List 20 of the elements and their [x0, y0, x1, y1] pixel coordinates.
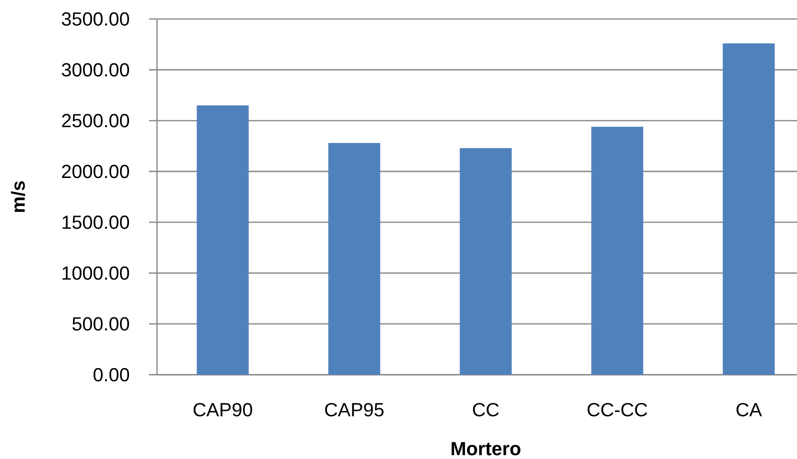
y-tick-label: 1000.00 — [62, 266, 130, 280]
y-tick-label: 3000.00 — [62, 63, 130, 77]
y-axis-title: m/s — [10, 181, 26, 212]
bar — [460, 148, 512, 375]
y-tick-label: 3500.00 — [62, 12, 130, 26]
y-tick-label: 2500.00 — [62, 114, 130, 128]
bar — [591, 126, 644, 375]
x-tick-label: CC — [473, 402, 499, 416]
x-tick-label: CAP95 — [325, 402, 384, 416]
bar — [196, 105, 249, 375]
x-tick-label: CA — [736, 402, 762, 416]
y-tick-label: 500.00 — [72, 317, 130, 331]
y-tick-label: 0.00 — [94, 368, 130, 382]
x-tick-label: CAP90 — [194, 402, 252, 416]
x-tick-label: CC-CC — [588, 402, 648, 416]
bar — [722, 43, 775, 375]
bar — [328, 142, 380, 375]
x-axis-title: Mortero — [452, 442, 520, 456]
y-tick-label: 1500.00 — [62, 216, 130, 229]
y-tick-label: 2000.00 — [62, 164, 130, 178]
